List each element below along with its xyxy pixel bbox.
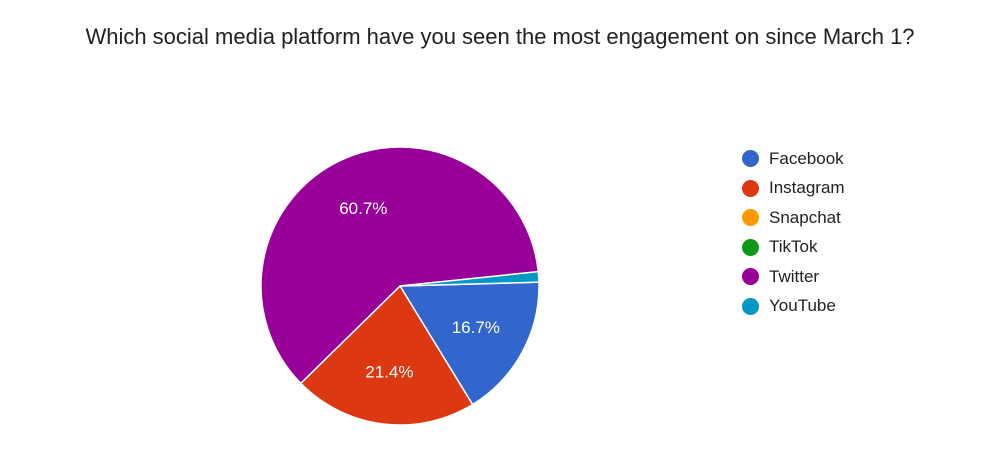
legend-item-youtube: YouTube [742, 292, 845, 322]
legend: Facebook Instagram Snapchat TikTok Twitter Yo… [742, 144, 845, 321]
legend-label: Instagram [769, 178, 845, 198]
legend-swatch [742, 179, 759, 197]
legend-swatch [742, 297, 759, 315]
legend-swatch [742, 150, 759, 168]
pie-slice-instagram [299, 284, 474, 426]
legend-item-snapchat: Snapchat [742, 203, 845, 233]
legend-item-tiktok: TikTok [742, 233, 845, 263]
data-label-facebook: 16.7% [452, 318, 500, 337]
pie-slice-twitter [260, 146, 540, 385]
legend-item-instagram: Instagram [742, 174, 845, 204]
legend-label: Twitter [769, 266, 820, 286]
data-label-twitter: 60.7% [339, 199, 387, 218]
legend-swatch [742, 238, 759, 256]
legend-label: Facebook [769, 148, 844, 168]
legend-item-twitter: Twitter [742, 262, 845, 292]
legend-item-facebook: Facebook [742, 144, 845, 174]
legend-swatch [742, 209, 759, 227]
chart-title: Which social media platform have you see… [85, 24, 915, 49]
legend-label: Snapchat [769, 207, 841, 227]
pie-slice-facebook [398, 281, 540, 406]
legend-label: YouTube [769, 296, 836, 316]
legend-label: TikTok [769, 237, 818, 257]
data-label-instagram: 21.4% [365, 363, 413, 382]
pie-slice-youtube [399, 270, 540, 287]
legend-swatch [742, 268, 759, 286]
